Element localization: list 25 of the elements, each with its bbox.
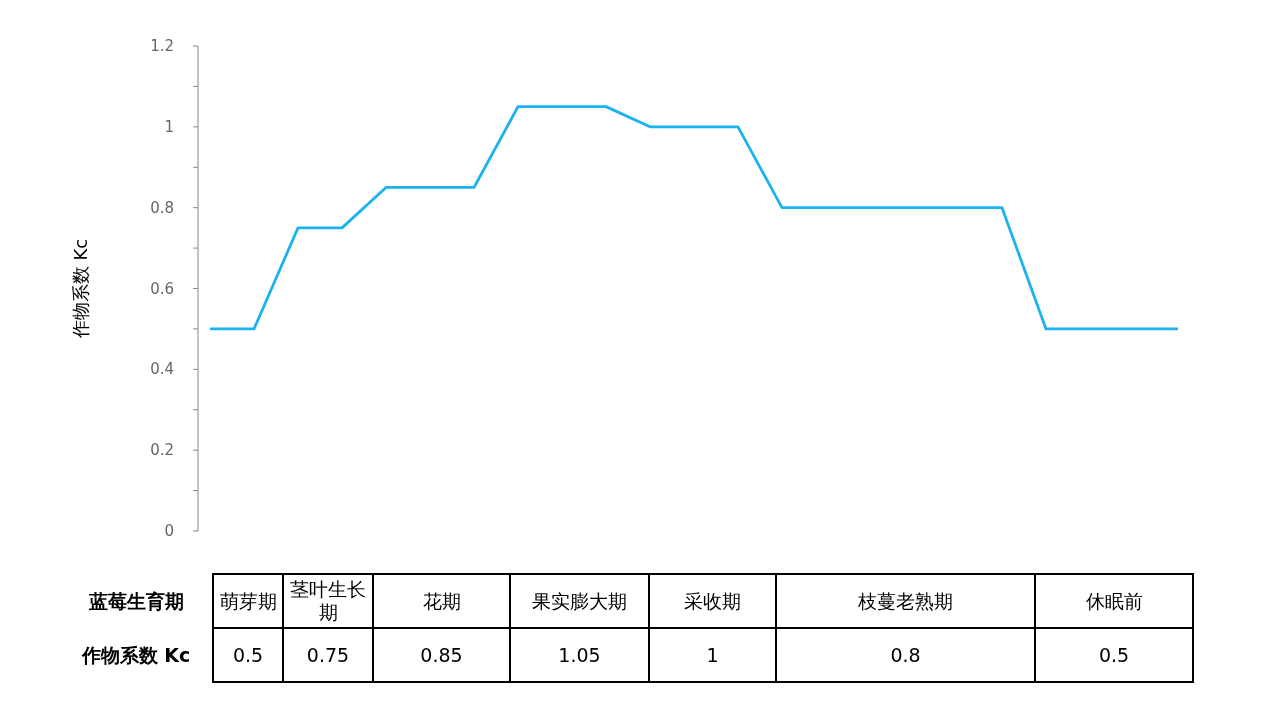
y-tick-label: 1 — [164, 117, 174, 136]
category-label: 茎叶生长期 — [283, 574, 373, 628]
line-series — [208, 105, 1180, 331]
y-tick-label: 0.4 — [150, 360, 174, 379]
data-label: 0.75 — [283, 628, 373, 682]
category-label: 萌芽期 — [213, 574, 283, 628]
y-tick-label: 0.8 — [150, 198, 174, 217]
data-label: 0.8 — [776, 628, 1035, 682]
y-axis-title: 作物系数 Kc — [70, 238, 91, 340]
data-label: 1 — [649, 628, 776, 682]
y-tick-label: 0.2 — [150, 441, 174, 460]
data-label: 0.5 — [1035, 628, 1193, 682]
text: 作物系数 Kc — [80, 642, 192, 668]
y-tick-label: 0.6 — [150, 279, 174, 298]
data-label: 1.05 — [510, 628, 649, 682]
category-label: 花期 — [373, 574, 510, 628]
category-label: 枝蔓老熟期 — [776, 574, 1035, 628]
category-label: 采收期 — [649, 574, 776, 628]
data-label: 0.85 — [373, 628, 510, 682]
category-label: 休眠前 — [1035, 574, 1193, 628]
text: 蓝莓生育期 — [87, 588, 185, 614]
category-label: 果实膨大期 — [510, 574, 649, 628]
y-tick-label: 1.2 — [150, 37, 174, 55]
data-label: 0.5 — [213, 628, 283, 682]
y-tick-label: 0 — [164, 522, 174, 540]
